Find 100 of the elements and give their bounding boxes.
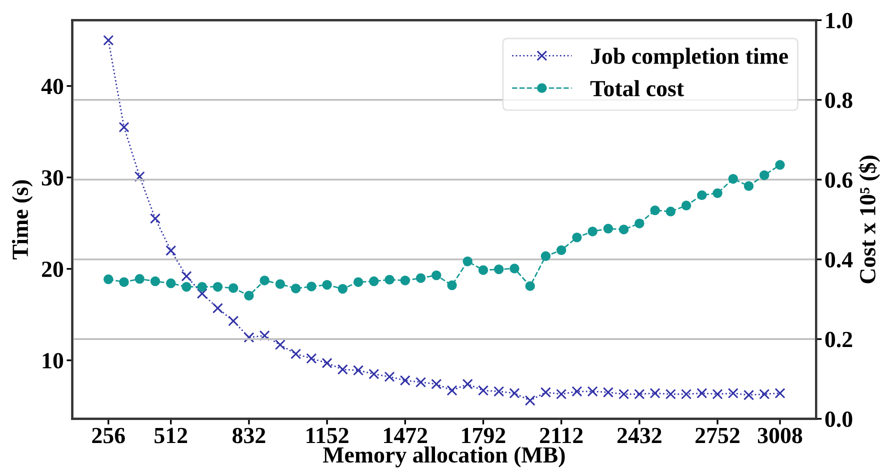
point xyxy=(338,284,348,294)
point xyxy=(212,282,223,292)
y2-tick-label: 0.2 xyxy=(825,332,852,348)
point xyxy=(260,276,270,286)
point xyxy=(181,270,192,282)
point xyxy=(650,205,660,216)
point xyxy=(228,316,239,326)
point xyxy=(290,284,301,294)
point xyxy=(697,190,707,200)
point xyxy=(244,332,254,343)
point xyxy=(166,278,176,288)
point xyxy=(572,386,582,397)
point xyxy=(665,388,676,400)
point xyxy=(556,245,566,256)
point xyxy=(775,160,785,170)
point xyxy=(134,171,145,182)
x-tick-label: 3008 xyxy=(758,428,802,444)
y-tick-label: 20 xyxy=(42,262,64,278)
point xyxy=(774,388,786,398)
point xyxy=(510,264,520,274)
y-tick-label: 10 xyxy=(42,353,64,368)
point xyxy=(244,290,254,300)
point xyxy=(274,339,286,350)
point xyxy=(150,213,161,224)
point xyxy=(400,276,410,286)
point xyxy=(728,388,738,398)
point xyxy=(431,378,442,390)
point xyxy=(275,279,286,289)
point xyxy=(524,395,536,406)
x-tick-label: 832 xyxy=(232,428,266,444)
point xyxy=(353,365,364,376)
point xyxy=(525,281,535,291)
point xyxy=(478,265,488,275)
y2-tick-label: 0.8 xyxy=(825,92,852,108)
point xyxy=(212,302,223,314)
point xyxy=(368,368,380,380)
y-axis-title: Time (s) xyxy=(12,180,33,260)
point xyxy=(197,282,207,292)
x-tick-label: 1472 xyxy=(384,428,428,444)
point xyxy=(540,387,551,398)
legend-label: Job completion time xyxy=(591,48,788,69)
point xyxy=(587,386,598,397)
y2-tick-label: 0.4 xyxy=(825,252,853,268)
point xyxy=(478,385,489,396)
legend-label: Total cost xyxy=(590,80,684,96)
point xyxy=(744,181,754,191)
point xyxy=(759,388,770,400)
point xyxy=(509,388,520,398)
point xyxy=(400,375,410,386)
point xyxy=(150,276,160,286)
point xyxy=(760,170,770,180)
point xyxy=(603,224,614,234)
point xyxy=(196,288,208,299)
point xyxy=(462,378,473,390)
point xyxy=(384,274,394,285)
point xyxy=(306,282,316,292)
point xyxy=(712,188,722,198)
point xyxy=(696,388,708,398)
y-tick-label: 30 xyxy=(42,170,64,186)
point xyxy=(556,388,567,400)
point xyxy=(384,371,395,382)
point xyxy=(680,388,692,400)
point xyxy=(416,273,426,283)
point xyxy=(494,386,504,397)
point xyxy=(228,283,238,293)
x-tick-label: 256 xyxy=(92,428,125,444)
point xyxy=(728,174,738,184)
point xyxy=(182,282,192,292)
point xyxy=(446,385,458,396)
point xyxy=(322,358,332,368)
point xyxy=(259,330,270,341)
y2-tick-label: 1.0 xyxy=(826,12,852,28)
point xyxy=(666,206,676,216)
point xyxy=(119,277,129,287)
point xyxy=(104,274,114,284)
point xyxy=(681,200,692,210)
point xyxy=(618,224,629,234)
point xyxy=(322,280,332,290)
point xyxy=(369,276,379,286)
point xyxy=(572,232,582,242)
point xyxy=(103,35,114,46)
y2-tick-label: 0.6 xyxy=(825,172,852,188)
point xyxy=(306,353,317,364)
point xyxy=(337,364,348,375)
x-tick-label: 2112 xyxy=(540,428,583,444)
point xyxy=(118,122,130,132)
point xyxy=(134,274,144,284)
x-tick-label: 1792 xyxy=(462,428,506,444)
y-tick-label: 40 xyxy=(41,78,64,94)
point xyxy=(494,264,504,274)
y2-tick-label: 0.0 xyxy=(825,412,852,428)
point xyxy=(650,388,660,398)
point xyxy=(618,388,630,400)
point xyxy=(447,280,457,290)
point xyxy=(634,218,644,228)
y2-axis-title: Cost x 10⁵ ($) xyxy=(858,156,880,284)
point xyxy=(602,387,614,398)
point xyxy=(415,376,426,388)
point xyxy=(634,388,645,400)
point xyxy=(353,277,364,287)
